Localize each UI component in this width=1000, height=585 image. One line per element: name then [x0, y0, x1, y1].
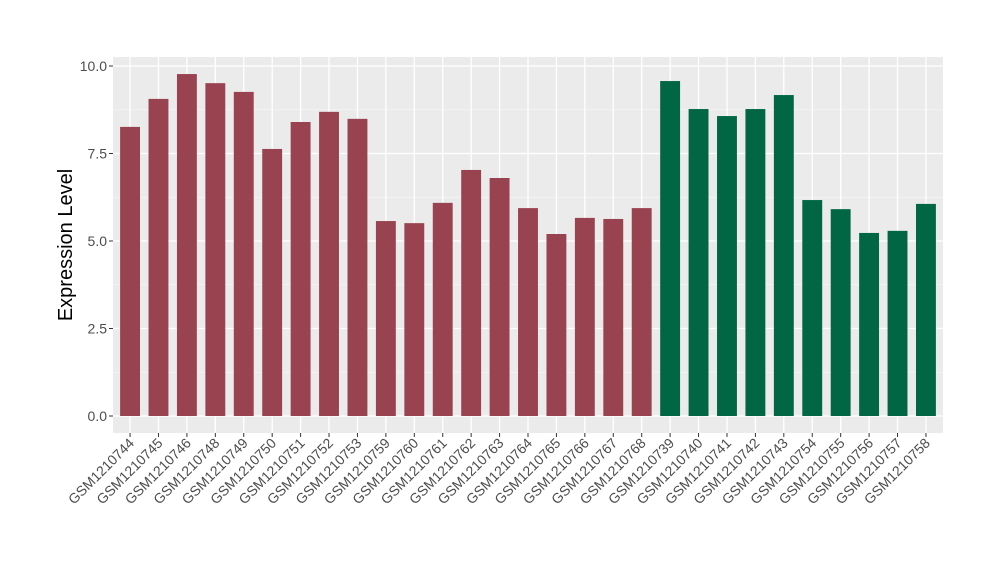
bar-GSM1210760	[404, 223, 425, 416]
y-tick-label: 5.0	[88, 233, 108, 249]
bar-GSM1210768	[631, 208, 652, 416]
bar-GSM1210762	[461, 169, 482, 416]
bar-GSM1210759	[375, 221, 396, 416]
bar-GSM1210751	[290, 122, 311, 416]
bar-GSM1210742	[745, 109, 766, 417]
bar-GSM1210750	[262, 148, 283, 416]
bar-GSM1210767	[603, 218, 624, 416]
bar-GSM1210745	[148, 98, 169, 417]
bar-GSM1210754	[802, 200, 823, 416]
y-axis-label: Expression Level	[55, 169, 77, 321]
bar-GSM1210764	[518, 208, 538, 416]
bar-GSM1210755	[830, 209, 851, 416]
bar-GSM1210748	[205, 83, 226, 417]
bar-GSM1210740	[688, 109, 709, 417]
y-tick-label: 0.0	[88, 408, 108, 424]
y-tick-label: 7.5	[88, 146, 108, 162]
y-axis: 0.0 2.5 5.0 7.5 10.0	[80, 58, 113, 424]
bar-GSM1210741	[717, 116, 737, 417]
bar-GSM1210758	[915, 203, 936, 416]
bar-GSM1210752	[319, 111, 339, 416]
y-tick-label: 2.5	[88, 321, 108, 337]
bars	[120, 74, 936, 417]
bar-GSM1210763	[489, 178, 510, 416]
bar-GSM1210753	[347, 118, 368, 416]
bar-GSM1210766	[574, 217, 595, 416]
bar-GSM1210756	[859, 232, 880, 416]
bar-GSM1210765	[546, 234, 567, 416]
bar-GSM1210743	[773, 95, 794, 417]
bar-GSM1210761	[432, 202, 453, 416]
y-tick-label: 10.0	[80, 58, 107, 74]
bar-GSM1210757	[887, 230, 908, 416]
bar-GSM1210739	[660, 81, 681, 417]
bar-GSM1210746	[176, 74, 197, 417]
x-axis: GSM1210744GSM1210745GSM1210746GSM1210748…	[65, 433, 933, 507]
bar-GSM1210749	[233, 91, 254, 417]
bar-GSM1210744	[120, 126, 141, 417]
